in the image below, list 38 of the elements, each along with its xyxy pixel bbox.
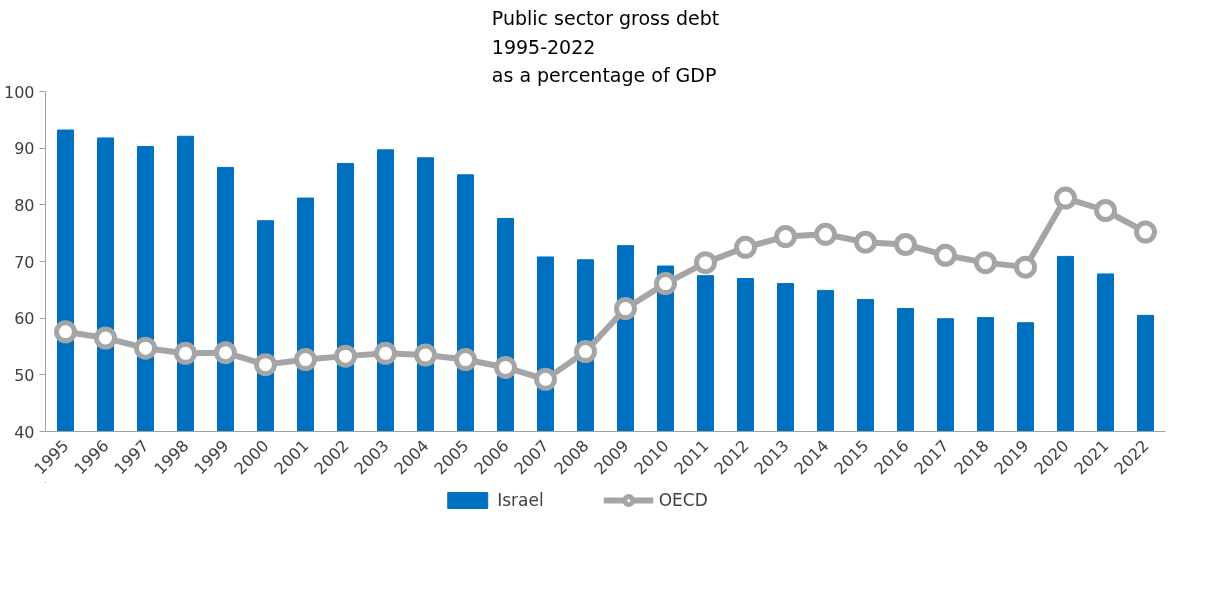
point [974,251,997,275]
chart-title: Public sector gross debt 1995-2022 as a percentage of GDP [491,7,720,87]
point [574,340,597,364]
y-tick-label: 80 [14,195,35,215]
point [774,225,797,249]
point [254,353,277,377]
y-tick-label: 100 [3,82,35,102]
point [934,243,957,267]
point [1054,186,1077,210]
point [294,348,317,372]
legend-label: Israel [497,490,544,510]
point [814,222,837,246]
point [1014,255,1037,279]
point [374,341,397,365]
point [1094,199,1117,222]
y-tick-label: 60 [14,309,35,329]
point [94,326,117,350]
legend-label: OECD [658,490,708,510]
y-tick-label: 90 [14,139,35,159]
point [174,341,197,365]
point [734,235,757,259]
point [214,341,237,365]
point [654,272,677,296]
point [854,230,877,254]
point [414,343,437,367]
point [334,344,357,368]
point [694,251,717,275]
point [614,297,637,321]
point [894,233,917,256]
point [1134,220,1157,244]
y-tick-label: 70 [14,252,35,272]
point [134,336,157,360]
point [534,367,557,391]
y-tick-label: 50 [14,365,35,385]
point [494,355,517,379]
y-tick-label: 40 [14,422,35,442]
point [454,348,477,372]
point [54,320,77,344]
